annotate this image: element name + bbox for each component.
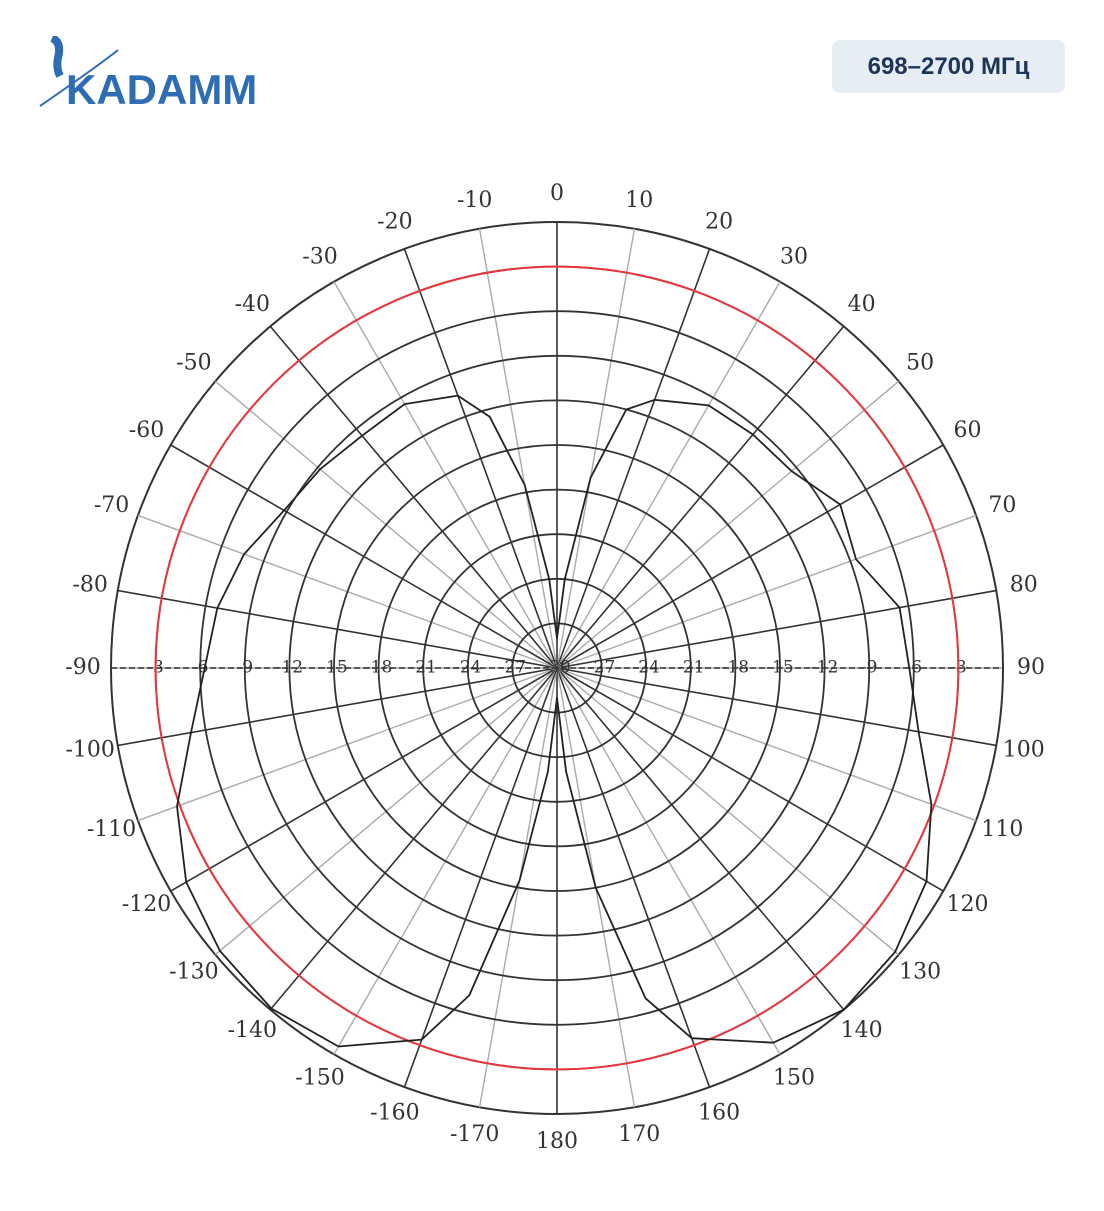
angle-label: 50 (906, 350, 934, 375)
logo-text: KADAMM (66, 66, 257, 113)
angle-label: 100 (1003, 737, 1045, 762)
angle-label: 90 (1017, 655, 1045, 680)
r-tick-label: -18 (365, 658, 392, 678)
frequency-badge: 698–2700 МГц (832, 40, 1065, 93)
angle-label: 20 (705, 210, 733, 235)
angle-label: -80 (72, 573, 107, 598)
logo-mark (50, 36, 64, 78)
angle-label: 70 (988, 493, 1016, 518)
angle-label: 30 (780, 245, 808, 270)
angle-label: -20 (377, 210, 412, 235)
angle-label: 150 (773, 1065, 815, 1090)
pattern-line (176, 394, 933, 1048)
angle-label: 130 (899, 960, 941, 985)
angle-label: -10 (457, 188, 492, 213)
angle-label: -60 (129, 418, 164, 443)
angle-label: 10 (625, 188, 653, 213)
angle-label: 0 (550, 181, 564, 206)
angle-label: -110 (87, 817, 136, 842)
angle-label: -40 (235, 292, 270, 317)
angle-label: 40 (848, 292, 876, 317)
angle-label: 60 (953, 418, 981, 443)
r-tick-label: -9 (237, 658, 254, 678)
angle-label: -90 (65, 655, 100, 680)
angle-label: 160 (698, 1100, 740, 1125)
angle-label: -160 (370, 1100, 419, 1125)
angle-label: 180 (536, 1129, 578, 1154)
logo-swoosh (39, 49, 119, 107)
angle-label: 110 (981, 817, 1023, 842)
r-tick-label: -12 (276, 658, 303, 678)
angle-label: 120 (946, 892, 988, 917)
angle-label: -100 (65, 737, 114, 762)
r-tick-label: -15 (320, 658, 347, 678)
angle-label: -130 (169, 960, 218, 985)
angle-label: -140 (228, 1018, 277, 1043)
reference-circle (154, 265, 960, 1071)
angle-label: 170 (618, 1122, 660, 1147)
angle-label: -50 (176, 350, 211, 375)
angle-label: 140 (841, 1018, 883, 1043)
angle-label: -70 (94, 493, 129, 518)
angle-label: -150 (295, 1065, 344, 1090)
r-tick-label: -21 (410, 658, 437, 678)
logo: KADAMM (39, 36, 257, 113)
angle-label: 80 (1010, 573, 1038, 598)
angle-label: -30 (302, 245, 337, 270)
angle-label: -120 (122, 892, 171, 917)
angle-label: -170 (450, 1122, 499, 1147)
